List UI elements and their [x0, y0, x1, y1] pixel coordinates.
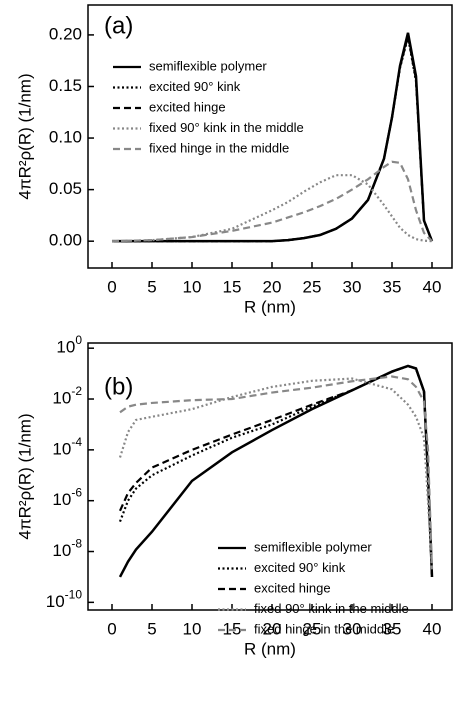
legend-label: excited hinge	[149, 99, 226, 114]
y-tick-label: 0.15	[49, 76, 82, 95]
y-tick-exponent: 0	[75, 333, 82, 347]
y-tick-exponent: -4	[71, 435, 82, 449]
plot-frame	[87, 342, 453, 611]
y-tick-label: 0.20	[49, 24, 82, 43]
y-tick-label: 10-2	[52, 384, 82, 407]
x-tick-label: 20	[263, 277, 282, 296]
x-tick-label: 5	[147, 619, 156, 638]
x-axis-label: R (nm)	[244, 297, 296, 316]
y-tick-exponent: -2	[71, 384, 82, 398]
panel-label: (b)	[104, 373, 133, 400]
x-tick-label: 0	[107, 619, 116, 638]
y-tick-label: 0.00	[49, 231, 82, 250]
x-tick-label: 35	[383, 277, 402, 296]
x-tick-label: 40	[423, 277, 442, 296]
y-tick-label: 10-10	[46, 588, 83, 611]
series-line	[118, 377, 434, 570]
x-tick-label: 5	[147, 277, 156, 296]
series-line	[119, 375, 434, 570]
x-tick-label: 40	[423, 619, 442, 638]
legend-label: fixed 90° kink in the middle	[149, 120, 304, 135]
legend-label: fixed hinge in the middle	[254, 621, 394, 636]
legend-label: excited 90° kink	[254, 560, 346, 575]
x-tick-label: 10	[183, 619, 202, 638]
legend-label: excited hinge	[254, 580, 331, 595]
y-tick-exponent: -6	[71, 486, 82, 500]
legend-label: excited 90° kink	[149, 79, 241, 94]
x-tick-label: 30	[343, 277, 362, 296]
legend-label: semiflexible polymer	[254, 539, 372, 554]
y-tick-label: 100	[56, 333, 82, 356]
x-tick-label: 25	[303, 277, 322, 296]
panel-label: (a)	[104, 12, 133, 39]
y-axis-label: 4πR²ρ(R) (1/nm)	[15, 413, 34, 539]
x-tick-label: 0	[107, 277, 116, 296]
x-tick-label: 25	[303, 619, 322, 638]
x-tick-label: 35	[383, 619, 402, 638]
y-tick-label: 0.10	[49, 128, 82, 147]
x-tick-label: 30	[343, 619, 362, 638]
series-line	[111, 160, 433, 243]
y-tick-label: 10-4	[52, 435, 82, 458]
x-tick-label: 20	[263, 619, 282, 638]
x-tick-label: 15	[223, 277, 242, 296]
series-line	[118, 364, 434, 577]
legend-label: fixed hinge in the middle	[149, 140, 289, 155]
y-tick-exponent: -10	[65, 588, 83, 602]
legend-label: fixed 90° kink in the middle	[254, 601, 409, 616]
y-tick-exponent: -8	[71, 537, 82, 551]
series-line	[112, 35, 434, 243]
series-line	[111, 174, 433, 243]
y-tick-label: 0.05	[49, 179, 82, 198]
y-axis-label: 4πR²ρ(R) (1/nm)	[15, 73, 34, 199]
x-tick-label: 10	[183, 277, 202, 296]
legend-label: semiflexible polymer	[149, 58, 267, 73]
y-tick-label: 10-6	[52, 486, 82, 509]
x-axis-label: R (nm)	[244, 639, 296, 658]
y-tick-label: 10-8	[52, 537, 82, 560]
plot-frame	[87, 4, 453, 269]
